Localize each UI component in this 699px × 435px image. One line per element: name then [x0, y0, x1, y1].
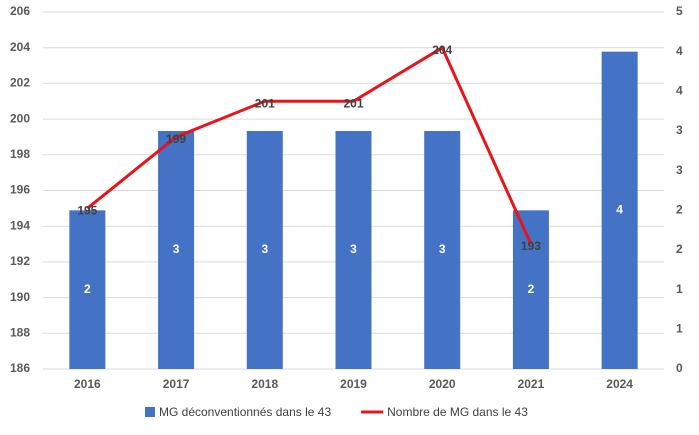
- bar-value-label: 3: [439, 242, 446, 256]
- x-tick-label: 2024: [606, 377, 633, 391]
- bar: [601, 51, 638, 370]
- y2-tick-label: 1: [676, 322, 683, 336]
- y-tick-label: 198: [10, 147, 30, 161]
- line-value-label: 201: [343, 96, 363, 110]
- y-tick-label: 196: [10, 183, 30, 197]
- y-tick-label: 192: [10, 254, 30, 268]
- y2-tick-label: 0: [676, 361, 683, 375]
- y-tick-label: 202: [10, 76, 30, 90]
- y-tick-label: 188: [10, 325, 30, 339]
- bar: [69, 210, 106, 369]
- y2-tick-label: 2: [676, 203, 683, 217]
- line-value-label: 201: [255, 96, 275, 110]
- bar: [424, 131, 461, 369]
- x-tick-label: 2019: [340, 377, 367, 391]
- line-value-label: 195: [77, 204, 97, 218]
- y2-tick-label: 5: [676, 4, 683, 18]
- line-value-label: 199: [166, 132, 186, 146]
- x-tick-label: 2021: [518, 377, 545, 391]
- legend-label: MG déconventionnés dans le 43: [159, 405, 331, 419]
- y2-tick-label: 1: [676, 282, 683, 296]
- bar-value-label: 3: [350, 242, 357, 256]
- bar-value-label: 3: [261, 242, 268, 256]
- y2-tick-label: 3: [676, 123, 683, 137]
- y2-tick-label: 4: [676, 44, 683, 58]
- y-tick-label: 190: [10, 290, 30, 304]
- bar: [158, 131, 195, 369]
- y-tick-label: 206: [10, 4, 30, 18]
- line: [86, 46, 533, 245]
- y-tick-label: 186: [10, 361, 30, 375]
- y-tick-label: 200: [10, 111, 30, 125]
- y-tick-label: 194: [10, 218, 30, 232]
- bar-value-label: 2: [84, 282, 91, 296]
- line-value-label: 193: [521, 239, 541, 253]
- bar-value-label: 3: [173, 242, 180, 256]
- x-tick-label: 2016: [74, 377, 101, 391]
- bar: [512, 210, 549, 369]
- y2-tick-label: 4: [676, 84, 683, 98]
- y2-tick-label: 2: [676, 242, 683, 256]
- y-tick-label: 204: [10, 40, 30, 54]
- x-tick-label: 2017: [163, 377, 190, 391]
- x-tick-label: 2018: [251, 377, 278, 391]
- bar: [335, 131, 372, 369]
- bar-value-label: 4: [616, 203, 623, 217]
- legend-swatch: [145, 407, 155, 417]
- y2-tick-label: 3: [676, 163, 683, 177]
- line-value-label: 204: [432, 43, 452, 57]
- x-tick-label: 2020: [429, 377, 456, 391]
- legend-label: Nombre de MG dans le 43: [387, 405, 528, 419]
- bar-value-label: 2: [528, 282, 535, 296]
- bar: [246, 131, 283, 369]
